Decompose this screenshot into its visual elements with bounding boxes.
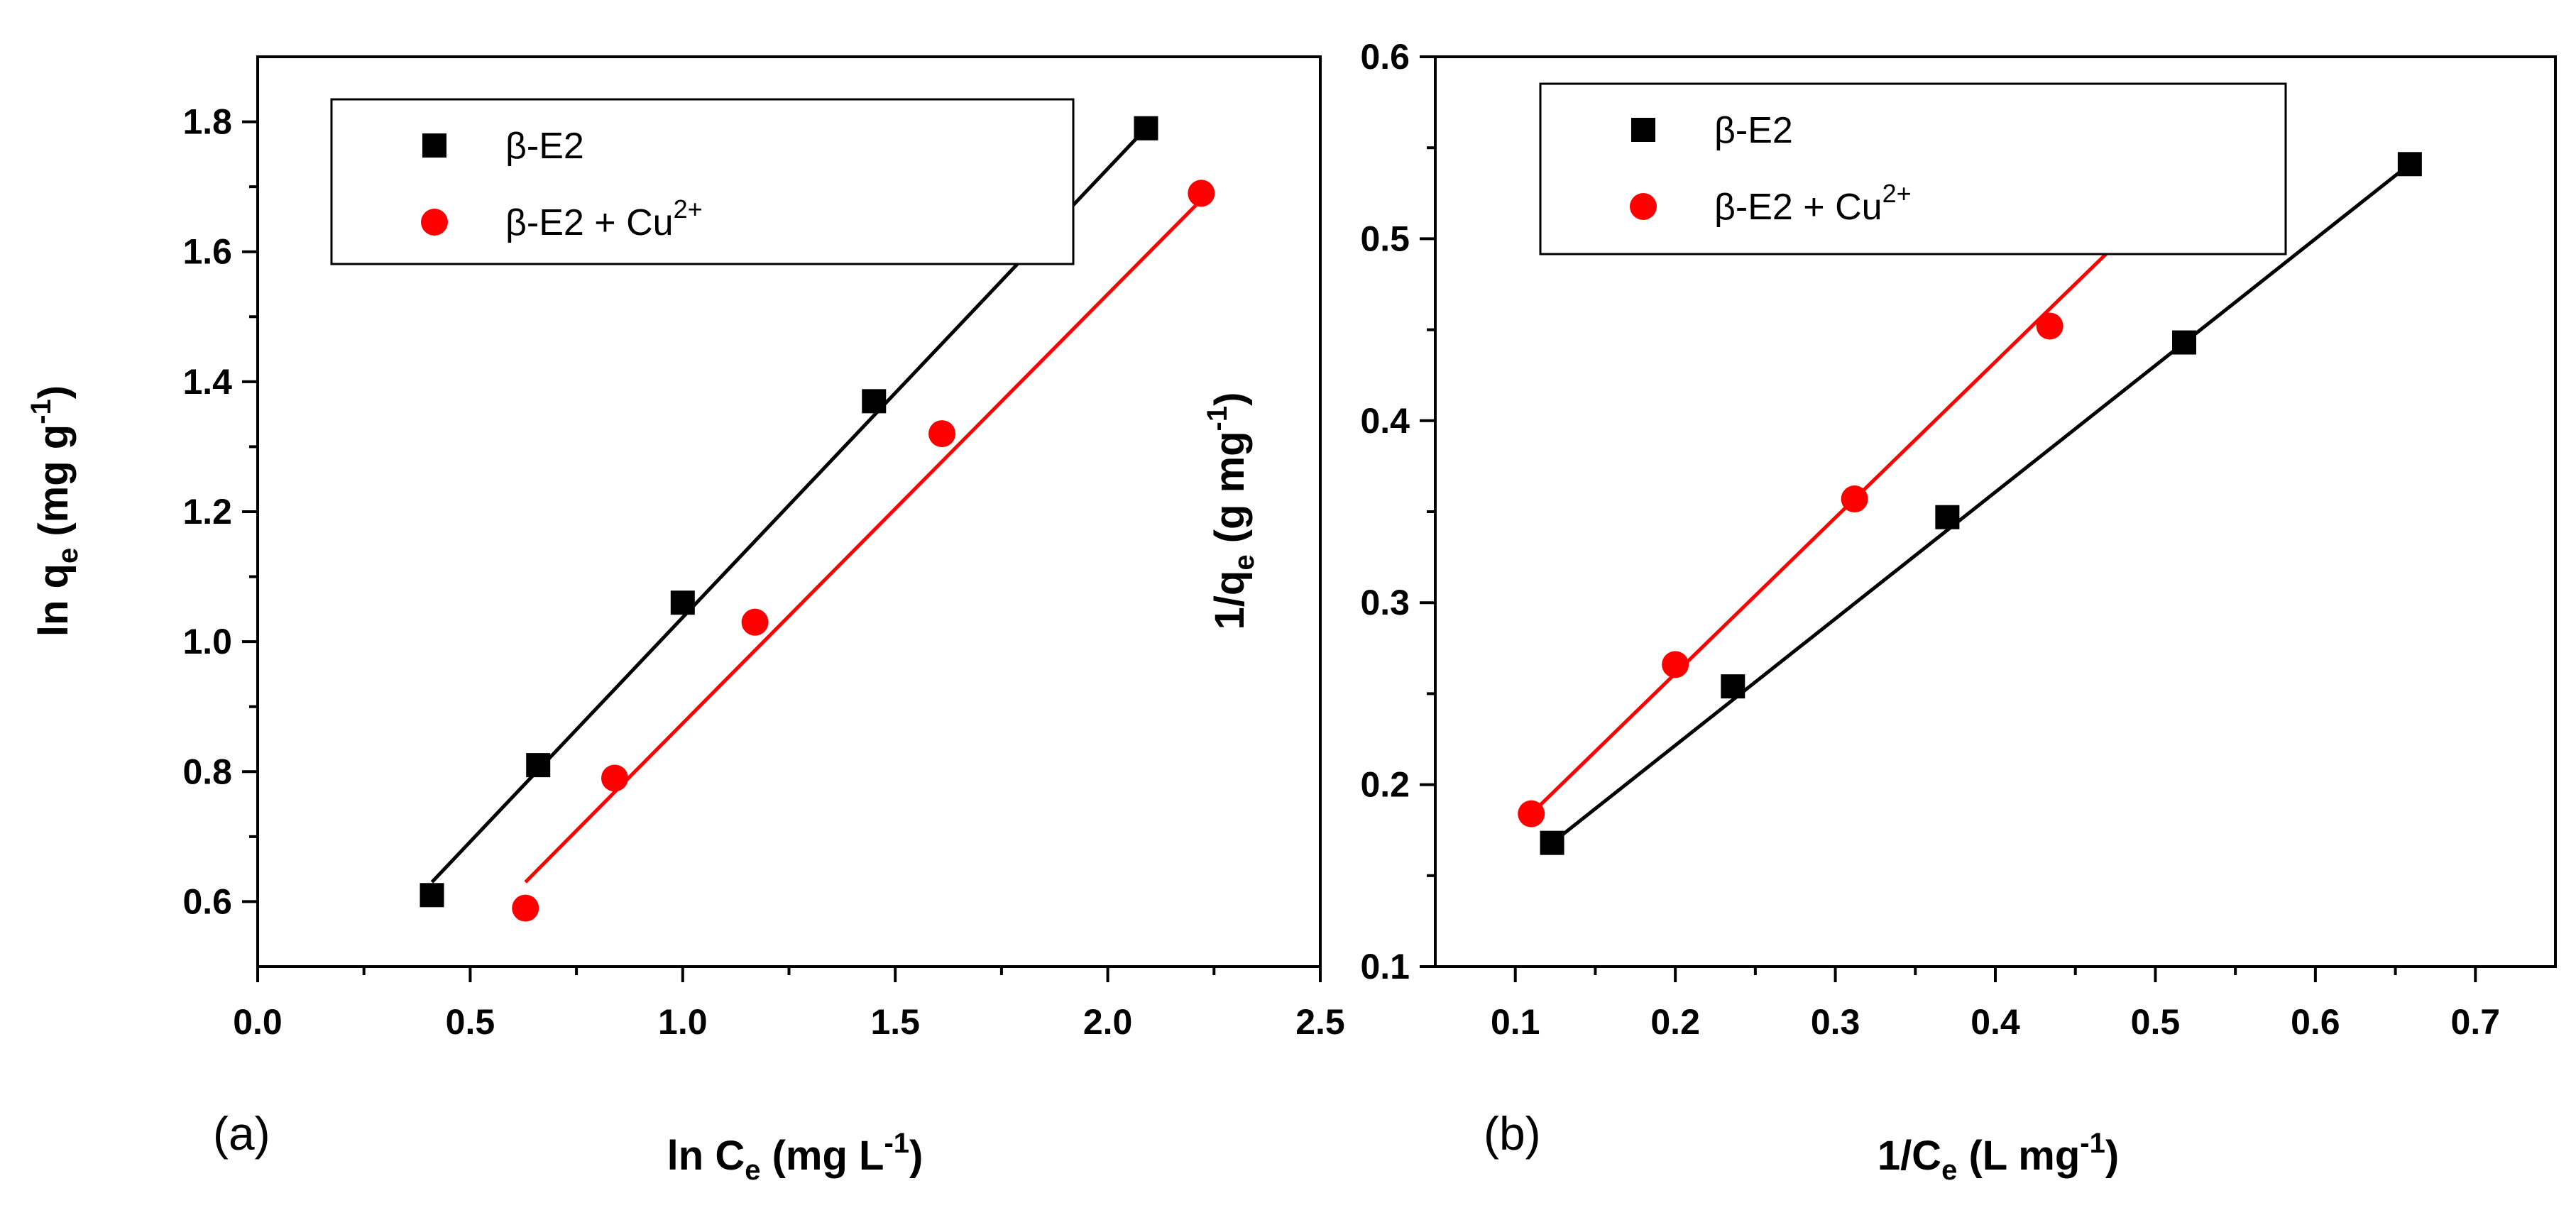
y-axis-label-superscript: -1 bbox=[26, 399, 57, 424]
data-point-circle bbox=[2036, 312, 2063, 340]
x-tick-label: 0.4 bbox=[1971, 1002, 2020, 1042]
data-point-circle bbox=[1188, 180, 1215, 207]
data-point-square bbox=[2172, 330, 2197, 355]
x-tick-label: 0.2 bbox=[1650, 1002, 1700, 1042]
data-point-square bbox=[1721, 674, 1745, 699]
legend-entry-text: β-E2 bbox=[1714, 110, 1793, 151]
y-axis-label-prefix: ln q bbox=[31, 563, 77, 637]
data-point-square bbox=[2397, 152, 2422, 177]
y-axis-label: ln qe (mg g-1) bbox=[26, 385, 84, 637]
data-point-square bbox=[526, 753, 551, 778]
y-tick-label: 0.6 bbox=[182, 881, 232, 921]
data-point-square bbox=[862, 389, 887, 414]
data-point-circle bbox=[601, 764, 628, 792]
data-point-circle bbox=[741, 608, 769, 636]
y-tick-label: 0.8 bbox=[182, 752, 232, 791]
x-tick-label: 2.5 bbox=[1295, 1002, 1345, 1042]
y-tick-label: 1.0 bbox=[182, 622, 232, 661]
legend-marker-square bbox=[422, 133, 446, 158]
data-point-circle bbox=[928, 420, 956, 448]
y-axis-label-unit: (g mg bbox=[1207, 431, 1253, 554]
x-axis-label: ln Ce (mg L-1) bbox=[667, 1128, 923, 1186]
x-axis-label: 1/Ce (L mg-1) bbox=[1878, 1128, 2119, 1186]
legend-entry: β-E2 bbox=[505, 126, 584, 167]
legend-marker-circle bbox=[1630, 193, 1657, 220]
x-tick-label: 0.3 bbox=[1811, 1002, 1860, 1042]
data-point-circle bbox=[512, 894, 539, 922]
y-tick-label: 0.6 bbox=[1360, 37, 1410, 77]
legend-entry: β-E2 + Cu2+ bbox=[1714, 179, 1912, 228]
series-beta-e2 bbox=[1540, 152, 2422, 855]
data-point-square bbox=[420, 883, 444, 908]
legend-box bbox=[330, 98, 1075, 265]
x-axis-label-superscript: -1 bbox=[884, 1128, 909, 1159]
legend-marker-circle bbox=[421, 209, 448, 236]
x-axis-label-suffix: ) bbox=[2105, 1133, 2119, 1179]
x-tick-label: 0.0 bbox=[233, 1002, 283, 1042]
x-tick-label: 0.5 bbox=[446, 1002, 495, 1042]
x-tick-label: 0.1 bbox=[1491, 1002, 1540, 1042]
x-axis-label-unit: (mg L bbox=[760, 1133, 884, 1179]
data-point-circle bbox=[1662, 651, 1689, 678]
chart-panel-a: 0.0 0.5 1.0 1.5 2.0 2.5 0.6 0.8 1.0 1.2 1.4 1.6 1.8 l… bbox=[26, 55, 1345, 1186]
data-point-circle bbox=[1841, 485, 1868, 513]
legend-marker-square bbox=[1631, 118, 1655, 142]
x-tick-label: 0.5 bbox=[2131, 1002, 2181, 1042]
x-axis-label-unit: (L mg bbox=[1957, 1133, 2080, 1179]
legend: β-E2 β-E2 + Cu2+ bbox=[330, 98, 1075, 265]
x-axis-label-prefix: 1/C bbox=[1878, 1133, 1941, 1179]
y-tick-label: 0.3 bbox=[1360, 583, 1410, 622]
y-axis-label-unit: (mg g bbox=[31, 424, 77, 548]
legend-box bbox=[1539, 82, 2287, 255]
chart-panel-b: 0.1 0.2 0.3 0.4 0.5 0.6 0.7 0.1 0.2 0.3 0.4 0.5 0.6 1… bbox=[1202, 37, 2557, 1186]
panel-label: (b) bbox=[1484, 1107, 1541, 1160]
data-point-circle bbox=[1518, 800, 1545, 828]
series-beta-e2-cu bbox=[512, 180, 1215, 922]
y-axis-label-subscript: e bbox=[53, 548, 84, 563]
legend-entry: β-E2 bbox=[1714, 110, 1793, 151]
x-axis-label-prefix: ln C bbox=[667, 1133, 745, 1179]
fit-line bbox=[1530, 150, 2213, 815]
legend-entry-superscript: 2+ bbox=[1882, 179, 1912, 208]
x-axis-label-superscript: -1 bbox=[2080, 1128, 2105, 1159]
x-tick-label: 0.6 bbox=[2291, 1002, 2340, 1042]
y-tick-label: 0.5 bbox=[1360, 219, 1410, 258]
data-point-square bbox=[1540, 830, 1564, 855]
legend-entry-text: β-E2 + Cu bbox=[1714, 187, 1882, 228]
data-point-square bbox=[1935, 505, 1960, 529]
y-axis-label-suffix: ) bbox=[31, 385, 77, 399]
y-tick-label: 1.4 bbox=[182, 362, 232, 402]
fit-line bbox=[1551, 163, 2411, 845]
y-axis-label-prefix: 1/q bbox=[1207, 571, 1253, 630]
data-point-square bbox=[1134, 116, 1158, 141]
x-axis-label-subscript: e bbox=[1941, 1155, 1957, 1186]
y-tick-label: 1.8 bbox=[182, 102, 232, 142]
x-axis-label-suffix: ) bbox=[909, 1133, 923, 1179]
panel-label: (a) bbox=[213, 1107, 270, 1160]
y-axis-label: 1/qe (g mg-1) bbox=[1202, 392, 1260, 630]
legend-entry-superscript: 2+ bbox=[674, 194, 703, 224]
y-tick-label: 0.1 bbox=[1360, 947, 1410, 986]
y-tick-label: 0.4 bbox=[1360, 401, 1410, 441]
x-tick-label: 2.0 bbox=[1083, 1002, 1133, 1042]
y-tick-label: 0.2 bbox=[1360, 765, 1410, 805]
x-tick-label: 1.5 bbox=[870, 1002, 920, 1042]
y-tick-label: 1.2 bbox=[182, 492, 232, 532]
data-point-square bbox=[670, 590, 695, 615]
legend-entry-text: β-E2 bbox=[505, 126, 584, 167]
legend: β-E2 β-E2 + Cu2+ bbox=[1539, 82, 2287, 255]
legend-entry-text: β-E2 + Cu bbox=[505, 202, 674, 243]
x-tick-label: 1.0 bbox=[658, 1002, 708, 1042]
x-axis-label-subscript: e bbox=[745, 1155, 760, 1186]
y-axis-label-superscript: -1 bbox=[1202, 406, 1233, 431]
x-tick-label: 0.7 bbox=[2451, 1002, 2501, 1042]
fit-line bbox=[524, 198, 1203, 884]
y-tick-label: 1.6 bbox=[182, 232, 232, 272]
y-axis-label-suffix: ) bbox=[1207, 392, 1253, 406]
y-axis-label-subscript: e bbox=[1229, 554, 1260, 570]
legend-entry: β-E2 + Cu2+ bbox=[505, 194, 703, 243]
